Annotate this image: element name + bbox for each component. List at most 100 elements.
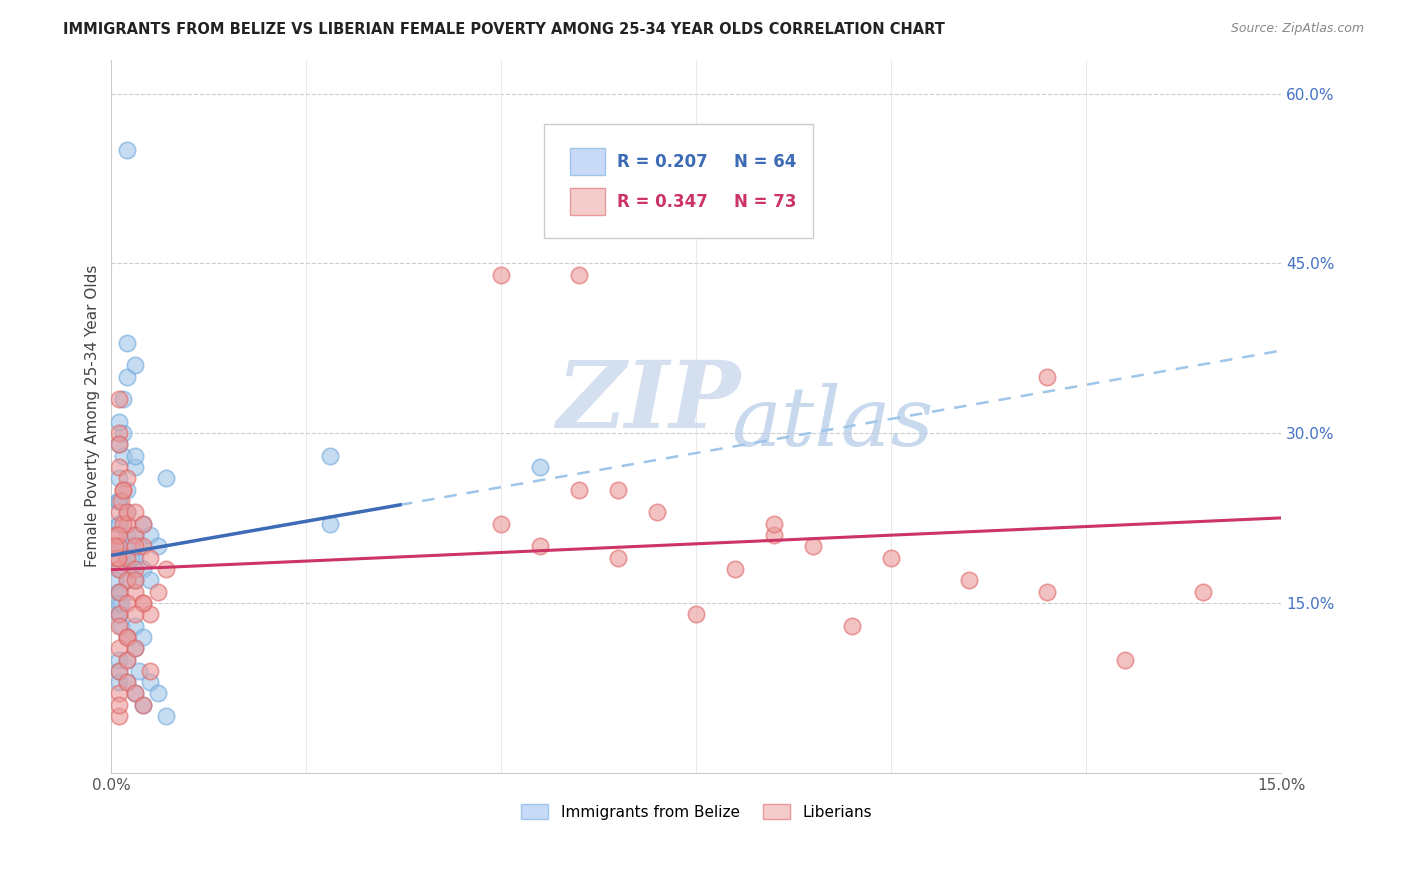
Point bbox=[139, 550, 162, 565]
Point bbox=[139, 574, 162, 588]
Point bbox=[110, 618, 132, 632]
Point bbox=[115, 369, 138, 384]
Point bbox=[124, 607, 146, 622]
Point bbox=[529, 539, 551, 553]
Point bbox=[124, 574, 146, 588]
Point bbox=[107, 550, 129, 565]
Point bbox=[124, 562, 146, 576]
Point bbox=[131, 562, 153, 576]
Point bbox=[148, 539, 170, 553]
Point bbox=[491, 516, 513, 531]
Point bbox=[115, 596, 138, 610]
Point bbox=[108, 437, 131, 451]
Point bbox=[124, 550, 146, 565]
Point bbox=[568, 268, 591, 282]
Point bbox=[104, 539, 127, 553]
Point bbox=[124, 574, 146, 588]
Point bbox=[108, 584, 131, 599]
Point bbox=[155, 562, 177, 576]
Point bbox=[112, 426, 135, 441]
Point bbox=[115, 471, 138, 485]
Point bbox=[107, 528, 129, 542]
Point bbox=[108, 471, 131, 485]
Point bbox=[108, 539, 131, 553]
Text: R = 0.347: R = 0.347 bbox=[617, 193, 707, 211]
Point bbox=[108, 426, 131, 441]
Point bbox=[108, 652, 131, 666]
Point bbox=[568, 483, 591, 497]
Point bbox=[128, 539, 150, 553]
Point bbox=[131, 539, 153, 553]
Point bbox=[110, 494, 132, 508]
Point bbox=[108, 584, 131, 599]
Point bbox=[107, 494, 129, 508]
Point bbox=[108, 698, 131, 712]
Point bbox=[880, 550, 903, 565]
Point bbox=[647, 505, 669, 519]
Point bbox=[115, 143, 138, 157]
Point bbox=[108, 664, 131, 678]
Point bbox=[115, 630, 138, 644]
Point bbox=[112, 449, 135, 463]
Point bbox=[115, 528, 138, 542]
Point bbox=[148, 584, 170, 599]
Point bbox=[110, 596, 132, 610]
Point bbox=[108, 709, 131, 723]
Point bbox=[104, 574, 127, 588]
Point bbox=[112, 392, 135, 407]
Point bbox=[124, 528, 146, 542]
Point bbox=[1114, 652, 1136, 666]
Point bbox=[112, 516, 135, 531]
Point bbox=[115, 483, 138, 497]
Point bbox=[1036, 369, 1059, 384]
Point bbox=[112, 483, 135, 497]
Point bbox=[124, 358, 146, 372]
Point bbox=[131, 596, 153, 610]
Text: N = 64: N = 64 bbox=[734, 153, 796, 170]
Point bbox=[107, 562, 129, 576]
Point bbox=[108, 596, 131, 610]
Point bbox=[108, 494, 131, 508]
Text: IMMIGRANTS FROM BELIZE VS LIBERIAN FEMALE POVERTY AMONG 25-34 YEAR OLDS CORRELAT: IMMIGRANTS FROM BELIZE VS LIBERIAN FEMAL… bbox=[63, 22, 945, 37]
Text: ZIP: ZIP bbox=[555, 357, 740, 447]
Point bbox=[104, 539, 127, 553]
Point bbox=[108, 675, 131, 690]
Point bbox=[108, 392, 131, 407]
Point bbox=[124, 686, 146, 700]
Point bbox=[115, 630, 138, 644]
Point bbox=[108, 686, 131, 700]
Text: Source: ZipAtlas.com: Source: ZipAtlas.com bbox=[1230, 22, 1364, 36]
Point bbox=[124, 686, 146, 700]
Point bbox=[139, 607, 162, 622]
Point bbox=[131, 698, 153, 712]
Point bbox=[124, 505, 146, 519]
Point bbox=[763, 516, 786, 531]
Point bbox=[104, 550, 127, 565]
Point bbox=[108, 505, 131, 519]
Point bbox=[120, 550, 142, 565]
Point bbox=[685, 607, 707, 622]
Point bbox=[319, 516, 342, 531]
Point bbox=[115, 335, 138, 350]
Point bbox=[115, 652, 138, 666]
Point bbox=[115, 550, 138, 565]
Point bbox=[108, 562, 131, 576]
Point bbox=[139, 675, 162, 690]
Point bbox=[108, 664, 131, 678]
Point bbox=[148, 686, 170, 700]
Point bbox=[108, 618, 131, 632]
Point bbox=[115, 652, 138, 666]
Point bbox=[803, 539, 825, 553]
Point bbox=[841, 618, 863, 632]
Point bbox=[115, 675, 138, 690]
Point bbox=[124, 641, 146, 656]
Point bbox=[607, 550, 630, 565]
Point bbox=[139, 664, 162, 678]
Point bbox=[108, 607, 131, 622]
Point bbox=[724, 562, 747, 576]
Point bbox=[108, 641, 131, 656]
Point bbox=[1036, 584, 1059, 599]
Point bbox=[115, 630, 138, 644]
FancyBboxPatch shape bbox=[569, 188, 605, 215]
Text: R = 0.207: R = 0.207 bbox=[617, 153, 707, 170]
